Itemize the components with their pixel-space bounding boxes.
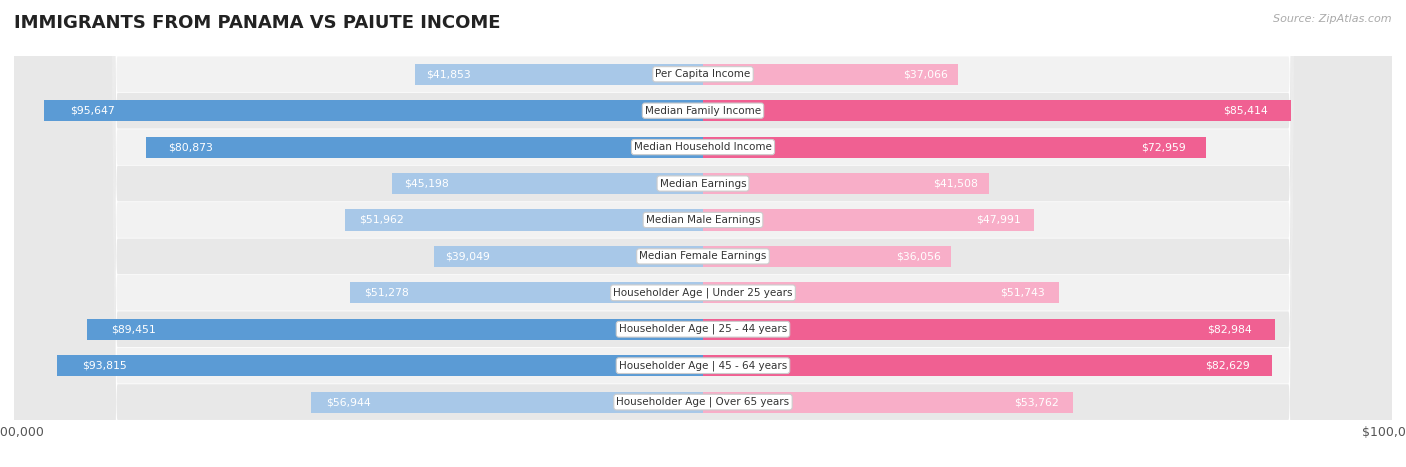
Bar [703,209,1033,231]
Text: Per Capita Income: Per Capita Income [655,69,751,79]
Text: Median Male Earnings: Median Male Earnings [645,215,761,225]
FancyBboxPatch shape [14,0,1392,467]
Bar [434,246,703,267]
Text: IMMIGRANTS FROM PANAMA VS PAIUTE INCOME: IMMIGRANTS FROM PANAMA VS PAIUTE INCOME [14,14,501,32]
Bar [44,100,703,121]
Bar [415,64,703,85]
Text: Householder Age | 45 - 64 years: Householder Age | 45 - 64 years [619,361,787,371]
FancyBboxPatch shape [14,0,1392,467]
Text: $95,647: $95,647 [70,106,115,116]
Text: Median Family Income: Median Family Income [645,106,761,116]
FancyBboxPatch shape [14,0,1392,467]
Text: $80,873: $80,873 [169,142,212,152]
FancyBboxPatch shape [14,0,1392,467]
Bar [87,318,703,340]
Text: $51,962: $51,962 [360,215,404,225]
Bar [344,209,703,231]
Bar [703,136,1205,158]
Text: $41,853: $41,853 [426,69,471,79]
Text: $82,629: $82,629 [1205,361,1250,371]
FancyBboxPatch shape [14,0,1392,467]
FancyBboxPatch shape [14,0,1392,467]
Text: Median Earnings: Median Earnings [659,178,747,189]
Text: $36,056: $36,056 [897,251,942,262]
Bar [311,391,703,413]
Text: Median Female Earnings: Median Female Earnings [640,251,766,262]
Text: $93,815: $93,815 [83,361,128,371]
Text: Householder Age | Under 25 years: Householder Age | Under 25 years [613,288,793,298]
Bar [703,391,1073,413]
Text: $72,959: $72,959 [1140,142,1185,152]
FancyBboxPatch shape [14,0,1392,467]
Text: $45,198: $45,198 [404,178,449,189]
Bar [703,282,1060,304]
Bar [350,282,703,304]
FancyBboxPatch shape [14,0,1392,467]
FancyBboxPatch shape [14,0,1392,467]
Bar [703,64,959,85]
Text: $51,743: $51,743 [1001,288,1045,298]
Text: Median Household Income: Median Household Income [634,142,772,152]
Bar [703,100,1292,121]
Bar [56,355,703,376]
Bar [703,355,1272,376]
Text: $37,066: $37,066 [903,69,948,79]
Text: Householder Age | 25 - 44 years: Householder Age | 25 - 44 years [619,324,787,334]
Bar [392,173,703,194]
Text: $82,984: $82,984 [1208,324,1251,334]
Text: $89,451: $89,451 [111,324,156,334]
Text: Source: ZipAtlas.com: Source: ZipAtlas.com [1274,14,1392,24]
Text: $41,508: $41,508 [932,178,977,189]
Bar [146,136,703,158]
Bar [703,246,952,267]
Text: $51,278: $51,278 [364,288,409,298]
Bar [703,173,988,194]
FancyBboxPatch shape [14,0,1392,467]
Text: $85,414: $85,414 [1223,106,1268,116]
Bar [703,318,1275,340]
Text: $53,762: $53,762 [1014,397,1059,407]
Text: $56,944: $56,944 [326,397,371,407]
Text: $47,991: $47,991 [976,215,1021,225]
Text: Householder Age | Over 65 years: Householder Age | Over 65 years [616,397,790,407]
Text: $39,049: $39,049 [444,251,489,262]
